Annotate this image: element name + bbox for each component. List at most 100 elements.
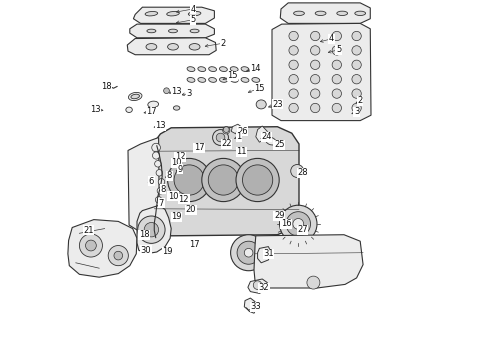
Text: 12: 12 xyxy=(175,152,185,161)
Text: 31: 31 xyxy=(263,249,274,258)
Text: 19: 19 xyxy=(172,212,182,221)
Text: 3: 3 xyxy=(187,89,192,98)
Text: 13: 13 xyxy=(155,122,166,130)
Circle shape xyxy=(231,235,267,271)
Ellipse shape xyxy=(147,29,156,33)
Circle shape xyxy=(291,165,304,177)
Text: 5: 5 xyxy=(336,45,341,54)
Circle shape xyxy=(311,60,320,69)
Polygon shape xyxy=(245,298,255,310)
Circle shape xyxy=(138,216,165,243)
Text: 18: 18 xyxy=(101,82,112,91)
Circle shape xyxy=(352,60,361,69)
Text: 19: 19 xyxy=(162,248,173,256)
Ellipse shape xyxy=(294,11,304,15)
Text: 25: 25 xyxy=(274,140,285,149)
Circle shape xyxy=(108,246,128,266)
Ellipse shape xyxy=(188,12,201,16)
Circle shape xyxy=(311,46,320,55)
Polygon shape xyxy=(256,126,268,142)
Text: 2: 2 xyxy=(358,96,363,105)
Polygon shape xyxy=(128,138,159,232)
Circle shape xyxy=(289,89,298,98)
Ellipse shape xyxy=(128,93,142,100)
Text: 6: 6 xyxy=(148,177,154,186)
Circle shape xyxy=(293,219,304,229)
Circle shape xyxy=(332,46,342,55)
Text: 30: 30 xyxy=(141,246,151,255)
Ellipse shape xyxy=(220,77,227,82)
Circle shape xyxy=(352,89,361,98)
Text: 10: 10 xyxy=(168,192,178,201)
Circle shape xyxy=(311,75,320,84)
Text: 3: 3 xyxy=(354,107,359,116)
Circle shape xyxy=(289,75,298,84)
Ellipse shape xyxy=(148,101,159,108)
Circle shape xyxy=(208,165,239,195)
Text: 8: 8 xyxy=(160,185,166,194)
Ellipse shape xyxy=(241,67,249,72)
Circle shape xyxy=(289,46,298,55)
Circle shape xyxy=(114,251,122,260)
Circle shape xyxy=(156,170,163,176)
Text: 29: 29 xyxy=(274,211,285,220)
Polygon shape xyxy=(137,205,171,254)
Ellipse shape xyxy=(189,44,200,50)
Circle shape xyxy=(168,158,211,202)
Text: 4: 4 xyxy=(190,4,196,13)
Polygon shape xyxy=(130,24,215,38)
Circle shape xyxy=(307,276,320,289)
Ellipse shape xyxy=(145,12,158,16)
Circle shape xyxy=(223,127,229,132)
Text: 32: 32 xyxy=(258,284,269,292)
Circle shape xyxy=(174,165,204,195)
Polygon shape xyxy=(154,127,299,236)
Circle shape xyxy=(332,75,342,84)
Ellipse shape xyxy=(131,94,140,99)
Circle shape xyxy=(280,205,317,243)
Circle shape xyxy=(155,197,162,203)
Polygon shape xyxy=(258,247,271,263)
Text: 9: 9 xyxy=(177,165,183,174)
Ellipse shape xyxy=(252,77,260,82)
Text: 22: 22 xyxy=(221,139,232,148)
Text: 10: 10 xyxy=(172,158,182,167)
Circle shape xyxy=(222,127,230,134)
Ellipse shape xyxy=(220,67,227,72)
Circle shape xyxy=(311,31,320,41)
Ellipse shape xyxy=(173,106,180,110)
Ellipse shape xyxy=(209,67,217,72)
Text: 17: 17 xyxy=(146,107,157,116)
Circle shape xyxy=(289,60,298,69)
Polygon shape xyxy=(127,38,216,55)
Circle shape xyxy=(245,248,253,257)
Polygon shape xyxy=(68,220,137,277)
Ellipse shape xyxy=(241,77,249,82)
Polygon shape xyxy=(254,235,363,288)
Circle shape xyxy=(144,222,159,237)
Text: 27: 27 xyxy=(297,225,308,234)
Text: 8: 8 xyxy=(167,171,172,180)
Circle shape xyxy=(311,89,320,98)
Text: 18: 18 xyxy=(139,230,149,239)
Text: 5: 5 xyxy=(190,15,196,24)
Text: 11: 11 xyxy=(236,148,246,156)
Circle shape xyxy=(352,75,361,84)
Circle shape xyxy=(237,241,260,264)
Text: 12: 12 xyxy=(178,195,189,204)
Ellipse shape xyxy=(146,44,157,50)
Ellipse shape xyxy=(230,67,238,72)
Ellipse shape xyxy=(126,107,132,112)
Text: 20: 20 xyxy=(186,205,196,214)
Circle shape xyxy=(158,179,165,185)
Ellipse shape xyxy=(315,11,326,15)
Circle shape xyxy=(236,158,279,202)
Ellipse shape xyxy=(209,77,217,82)
Circle shape xyxy=(152,143,160,152)
Text: 2: 2 xyxy=(221,39,226,48)
Text: 26: 26 xyxy=(237,127,248,136)
Polygon shape xyxy=(133,7,215,23)
Polygon shape xyxy=(248,279,268,293)
Text: 24: 24 xyxy=(261,132,272,141)
Ellipse shape xyxy=(266,137,276,145)
